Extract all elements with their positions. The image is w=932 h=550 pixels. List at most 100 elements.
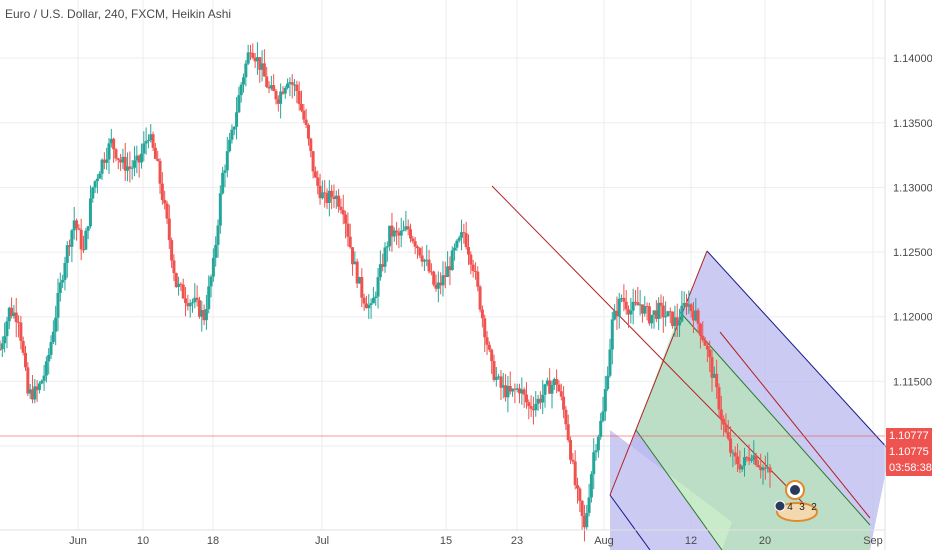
candle-body: [123, 156, 127, 171]
candle-body: [258, 57, 262, 70]
candle-body: [251, 52, 255, 58]
candle-body: [541, 394, 545, 403]
candle-body: [24, 352, 28, 368]
candle-body: [135, 155, 139, 161]
candle-body: [729, 438, 733, 453]
candle-body: [434, 284, 438, 289]
candle-body: [464, 233, 468, 248]
candle-body: [288, 82, 292, 84]
candle-body: [297, 91, 301, 104]
candle-body: [10, 307, 14, 316]
candle-body: [766, 467, 770, 469]
candle-body: [133, 160, 137, 168]
candle-body: [170, 240, 174, 261]
heikin-ashi-candles: [0, 42, 772, 542]
candle-body: [633, 301, 637, 303]
candle-body: [420, 255, 424, 262]
candle-body: [673, 317, 677, 327]
time-axis[interactable]: Jun 10 18 Jul 15 23 Aug 12 20 Sep: [0, 529, 885, 547]
candle-body: [413, 241, 417, 247]
candle-body: [661, 305, 665, 318]
candle-body: [578, 488, 582, 501]
candle-body: [202, 310, 206, 321]
candle-body: [174, 273, 178, 288]
candle-body: [462, 232, 466, 234]
candle-body: [752, 455, 756, 460]
candle-body: [557, 384, 561, 392]
candle-body: [453, 247, 457, 251]
candle-body: [429, 271, 433, 273]
candle-body: [128, 166, 132, 169]
candle-body: [355, 261, 359, 284]
candle-body: [320, 192, 324, 199]
candle-body: [56, 292, 60, 318]
candle-body: [402, 229, 406, 231]
candle-body: [186, 303, 190, 307]
candle-body: [47, 354, 51, 362]
candle-body: [197, 300, 201, 317]
candle-body: [617, 298, 621, 317]
candle-body: [738, 464, 742, 470]
candle-body: [538, 398, 542, 403]
candle-body: [494, 376, 498, 380]
candle-body: [232, 126, 236, 130]
events-count-label: 2: [811, 502, 817, 513]
time-tick-label: 15: [440, 535, 452, 547]
pitchfork-inner-channel: [636, 312, 870, 550]
candle-body: [511, 388, 515, 392]
candle-body: [44, 361, 48, 376]
candle-body: [230, 129, 234, 140]
candle-body: [42, 375, 46, 381]
candle-body: [193, 297, 197, 303]
candle-body: [469, 254, 473, 265]
flag-icon: [774, 500, 786, 512]
candle-body: [436, 282, 440, 289]
candle-body: [682, 302, 686, 306]
candle-body: [550, 385, 554, 394]
candle-body: [603, 389, 607, 412]
candle-body: [235, 112, 239, 127]
second-price-tag: 1.10775: [886, 444, 932, 460]
candle-body: [14, 312, 18, 323]
time-tick-label: 18: [207, 535, 219, 547]
candle-body: [300, 103, 304, 111]
candle-body: [262, 63, 266, 77]
candle-body: [406, 226, 410, 230]
candle-body: [376, 277, 380, 297]
candle-body: [116, 158, 120, 160]
candle-body: [114, 149, 118, 159]
candle-body: [548, 380, 552, 394]
candle-body: [736, 456, 740, 465]
candle-body: [302, 110, 306, 120]
candle-body: [181, 284, 185, 299]
candle-body: [70, 230, 74, 247]
candle-body: [691, 311, 695, 321]
candle-body: [351, 247, 355, 265]
candle-body: [144, 141, 148, 144]
price-tick-label: 1.14000: [893, 53, 932, 65]
candle-body: [422, 259, 426, 262]
candle-body: [569, 440, 573, 460]
candle-body: [28, 389, 32, 394]
candle-body: [485, 337, 489, 345]
candle-body: [17, 322, 21, 324]
candle-body: [184, 298, 188, 304]
candle-body: [698, 323, 702, 336]
candle-body: [761, 467, 765, 471]
candle-body: [599, 420, 603, 437]
candle-body: [260, 63, 264, 70]
candle-body: [562, 396, 566, 410]
candle-body: [555, 378, 559, 385]
candle-body: [26, 367, 30, 394]
candle-body: [341, 209, 345, 215]
candle-body: [745, 457, 749, 459]
candle-body: [167, 218, 171, 241]
candle-body: [19, 322, 23, 341]
candle-body: [601, 411, 605, 421]
candle-body: [337, 195, 341, 207]
candle-body: [100, 159, 104, 174]
candle-body: [705, 345, 709, 350]
candle-body: [126, 166, 130, 171]
